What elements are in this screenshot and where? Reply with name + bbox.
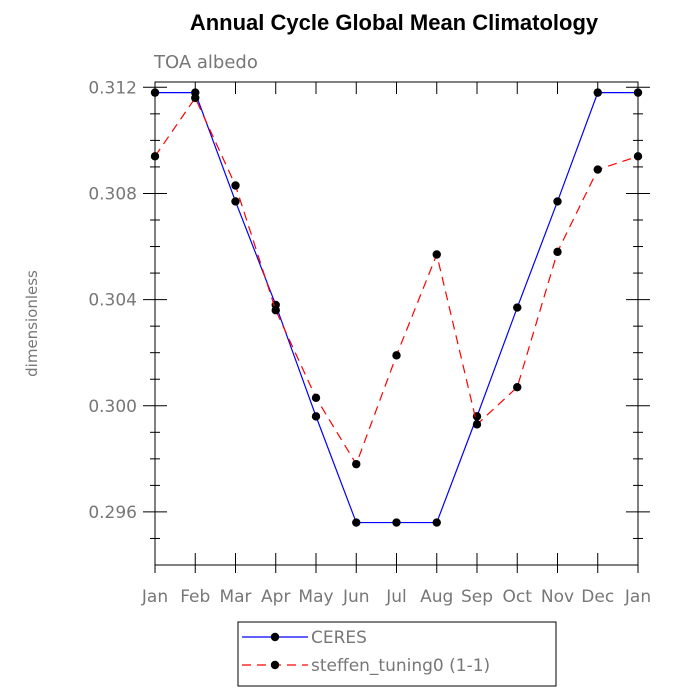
data-point <box>311 393 321 403</box>
x-tick-label: Dec <box>581 587 614 607</box>
data-point <box>392 351 401 360</box>
data-point <box>633 88 643 97</box>
chart-subtitle: TOA albedo <box>153 52 258 73</box>
axes: Jan Feb Mar Apr May Jun Jul Aug Sep Oct Nov Dec Jan 0… <box>88 78 651 607</box>
x-tick-label: Feb <box>180 587 210 607</box>
data-point <box>593 165 602 174</box>
y-tick-label: 0.308 <box>88 184 137 204</box>
x-tick-label: Jun <box>342 587 370 607</box>
data-point <box>231 181 240 190</box>
series-line <box>154 96 639 466</box>
data-point <box>392 518 401 527</box>
data-point <box>352 459 361 469</box>
y-tick-label: 0.300 <box>88 397 137 417</box>
x-tick-label: Jan <box>141 587 168 607</box>
y-tick-label: 0.296 <box>88 503 137 523</box>
x-tick-label: Nov <box>541 587 574 607</box>
data-point <box>472 420 482 429</box>
data-point <box>271 306 280 315</box>
data-point <box>432 250 441 259</box>
y-tick-label: 0.304 <box>88 291 137 311</box>
x-tick-label: Apr <box>261 587 290 607</box>
data-point <box>311 412 321 421</box>
x-tick-label: Aug <box>420 587 453 607</box>
chart-title: Annual Cycle Global Mean Climatology <box>190 10 599 35</box>
series-layer <box>150 88 643 527</box>
x-tick-label: Oct <box>503 587 533 607</box>
legend: CERES steffen_tuning0 (1-1) <box>237 621 557 687</box>
x-tick-label: Mar <box>219 587 251 607</box>
x-tick-label: Sep <box>461 587 493 607</box>
data-point <box>352 518 361 527</box>
data-point <box>150 88 160 97</box>
data-point <box>231 197 240 206</box>
plot-frame <box>154 81 639 566</box>
data-point <box>553 197 562 206</box>
data-point <box>191 93 200 103</box>
legend-label: steffen_tuning0 (1-1) <box>311 656 490 676</box>
data-point <box>150 152 160 161</box>
series-1 <box>150 88 643 527</box>
legend-box <box>237 621 557 687</box>
series-line <box>155 92 638 524</box>
legend-marker <box>270 660 280 670</box>
legend-marker <box>270 632 280 642</box>
y-axis-label: dimensionless <box>23 270 41 377</box>
legend-label: CERES <box>311 628 367 648</box>
data-point <box>432 518 441 527</box>
data-point <box>633 152 643 161</box>
data-point <box>513 303 522 312</box>
y-tick-label: 0.312 <box>88 78 137 98</box>
series-2 <box>150 93 643 469</box>
x-tick-label: Jan <box>624 587 651 607</box>
data-point <box>513 382 522 392</box>
data-point <box>593 88 602 97</box>
x-tick-label: May <box>298 587 333 607</box>
data-point <box>553 247 562 257</box>
x-tick-label: Jul <box>385 587 407 607</box>
